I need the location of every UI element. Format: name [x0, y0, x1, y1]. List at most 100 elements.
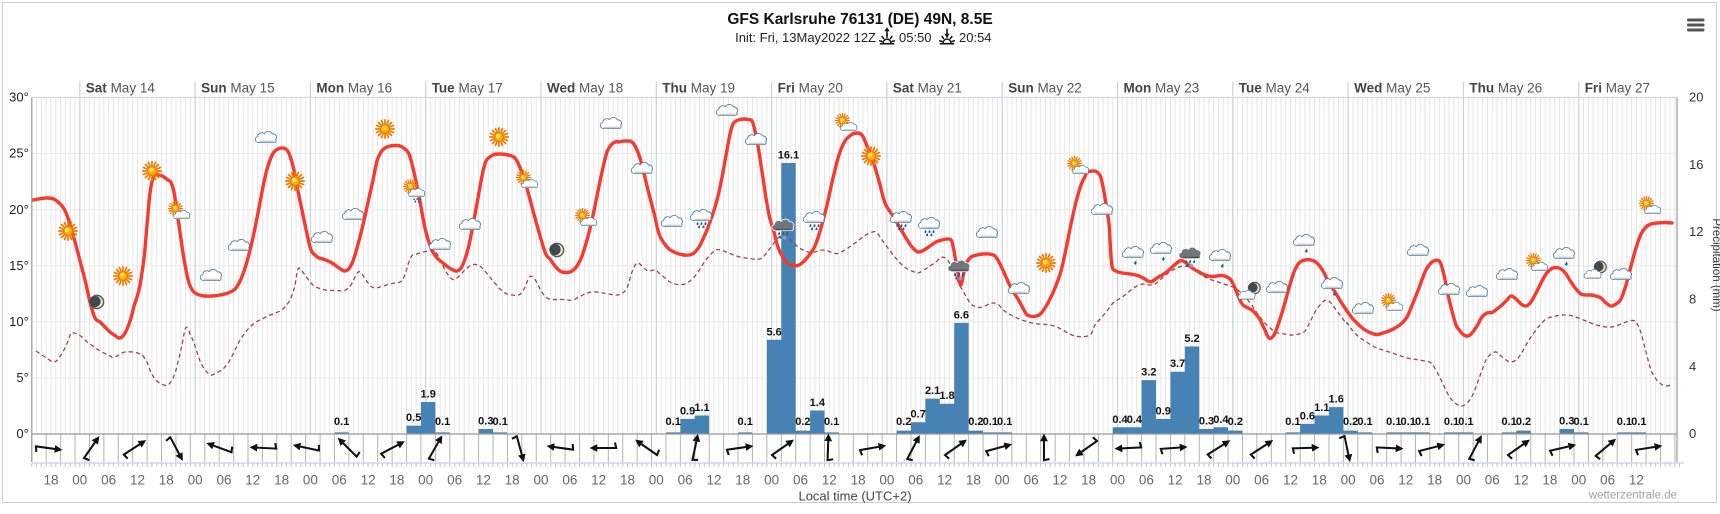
- svg-text:5.2: 5.2: [1184, 333, 1199, 345]
- svg-text:1.6: 1.6: [1329, 394, 1344, 406]
- svg-text:0.1: 0.1: [738, 416, 753, 428]
- svg-text:12: 12: [1168, 473, 1183, 488]
- svg-text:18: 18: [505, 473, 520, 488]
- svg-text:00: 00: [1456, 473, 1471, 488]
- svg-text:00: 00: [995, 473, 1010, 488]
- svg-text:06: 06: [908, 473, 923, 488]
- svg-text:16: 16: [1689, 157, 1703, 172]
- svg-text:00: 00: [1225, 473, 1240, 488]
- svg-text:18: 18: [1427, 473, 1442, 488]
- svg-text:12: 12: [1283, 473, 1298, 488]
- svg-text:00: 00: [1571, 473, 1586, 488]
- svg-text:0.1: 0.1: [666, 416, 681, 428]
- svg-text:Sun May 15: Sun May 15: [201, 81, 275, 96]
- svg-text:18: 18: [1081, 473, 1096, 488]
- svg-text:06: 06: [793, 473, 808, 488]
- svg-text:12: 12: [822, 473, 837, 488]
- svg-text:12: 12: [591, 473, 606, 488]
- svg-text:15°: 15°: [9, 258, 29, 273]
- svg-text:1.1: 1.1: [1314, 402, 1329, 414]
- svg-text:0.1: 0.1: [1444, 416, 1459, 428]
- svg-text:18: 18: [389, 473, 404, 488]
- svg-text:Local time (UTC+2): Local time (UTC+2): [798, 489, 911, 504]
- svg-text:0.1: 0.1: [1285, 416, 1300, 428]
- svg-text:18: 18: [620, 473, 635, 488]
- svg-text:18: 18: [159, 473, 174, 488]
- svg-text:00: 00: [1341, 473, 1356, 488]
- svg-text:Wed May 25: Wed May 25: [1354, 81, 1430, 96]
- svg-text:0.2: 0.2: [896, 416, 911, 428]
- svg-text:06: 06: [1485, 473, 1500, 488]
- svg-text:0.1: 0.1: [1458, 416, 1473, 428]
- svg-text:Precipitation (mm): Precipitation (mm): [1710, 218, 1720, 311]
- svg-text:0°: 0°: [16, 426, 28, 441]
- svg-text:18: 18: [735, 473, 750, 488]
- svg-text:05:50: 05:50: [899, 30, 932, 45]
- svg-text:0.1: 0.1: [824, 416, 839, 428]
- svg-text:0.4: 0.4: [1112, 414, 1128, 426]
- svg-text:00: 00: [879, 473, 894, 488]
- svg-text:0.9: 0.9: [680, 405, 695, 417]
- svg-text:0: 0: [1689, 426, 1696, 441]
- svg-text:18: 18: [274, 473, 289, 488]
- svg-text:0.1: 0.1: [1401, 416, 1416, 428]
- svg-text:0.2: 0.2: [1516, 416, 1531, 428]
- svg-text:0.9: 0.9: [1156, 405, 1171, 417]
- svg-text:0.3: 0.3: [1559, 416, 1574, 428]
- svg-text:Sat May 21: Sat May 21: [893, 81, 962, 96]
- svg-text:1.4: 1.4: [810, 397, 826, 409]
- svg-text:0.1: 0.1: [493, 416, 508, 428]
- svg-text:3.2: 3.2: [1141, 367, 1156, 379]
- svg-text:0.7: 0.7: [911, 409, 926, 421]
- svg-text:0.2: 0.2: [1343, 416, 1358, 428]
- svg-text:0.4: 0.4: [1127, 414, 1143, 426]
- svg-text:wetterzentrale.de: wetterzentrale.de: [1588, 490, 1677, 502]
- svg-text:0.3: 0.3: [478, 416, 493, 428]
- svg-text:GFS Karlsruhe 76131 (DE) 49N,: GFS Karlsruhe 76131 (DE) 49N, 8.5E: [727, 11, 992, 28]
- svg-text:12: 12: [361, 473, 376, 488]
- svg-text:Init: Fri, 13May2022 12Z: Init: Fri, 13May2022 12Z: [735, 30, 876, 45]
- svg-text:0.2: 0.2: [795, 416, 810, 428]
- svg-text:5°: 5°: [16, 370, 28, 385]
- svg-text:30°: 30°: [9, 90, 29, 105]
- svg-text:0.1: 0.1: [983, 416, 998, 428]
- svg-text:06: 06: [1369, 473, 1384, 488]
- svg-text:Mon May 16: Mon May 16: [316, 81, 392, 96]
- svg-text:0.4: 0.4: [1213, 414, 1229, 426]
- svg-text:Wed May 18: Wed May 18: [547, 81, 623, 96]
- svg-text:0.1: 0.1: [435, 416, 450, 428]
- svg-text:00: 00: [303, 473, 318, 488]
- svg-text:12: 12: [1398, 473, 1413, 488]
- svg-text:00: 00: [764, 473, 779, 488]
- svg-text:18: 18: [851, 473, 866, 488]
- svg-text:06: 06: [562, 473, 577, 488]
- svg-text:12: 12: [937, 473, 952, 488]
- svg-text:12: 12: [1689, 224, 1703, 239]
- svg-text:0.1: 0.1: [1386, 416, 1401, 428]
- svg-text:Fri May 20: Fri May 20: [778, 81, 843, 96]
- svg-text:00: 00: [1110, 473, 1125, 488]
- svg-text:00: 00: [188, 473, 203, 488]
- svg-text:0.5: 0.5: [406, 412, 421, 424]
- svg-text:Tue May 17: Tue May 17: [432, 81, 503, 96]
- svg-text:0.1: 0.1: [1631, 416, 1646, 428]
- svg-text:18: 18: [966, 473, 981, 488]
- svg-text:0.1: 0.1: [1357, 416, 1372, 428]
- svg-text:06: 06: [678, 473, 693, 488]
- svg-text:1.8: 1.8: [939, 390, 954, 402]
- svg-text:4: 4: [1689, 359, 1696, 374]
- svg-text:06: 06: [101, 473, 116, 488]
- svg-text:25°: 25°: [9, 146, 29, 161]
- svg-text:18: 18: [1312, 473, 1327, 488]
- svg-text:Thu May 26: Thu May 26: [1469, 81, 1542, 96]
- svg-text:1.1: 1.1: [694, 402, 709, 414]
- svg-text:0.1: 0.1: [1574, 416, 1589, 428]
- svg-text:12: 12: [706, 473, 721, 488]
- svg-text:5.6: 5.6: [766, 326, 781, 338]
- svg-text:Mon May 23: Mon May 23: [1124, 81, 1200, 96]
- svg-text:0.1: 0.1: [997, 416, 1012, 428]
- svg-text:06: 06: [1024, 473, 1039, 488]
- svg-text:20: 20: [1689, 90, 1703, 105]
- svg-text:0.1: 0.1: [1415, 416, 1430, 428]
- svg-text:0.1: 0.1: [334, 416, 349, 428]
